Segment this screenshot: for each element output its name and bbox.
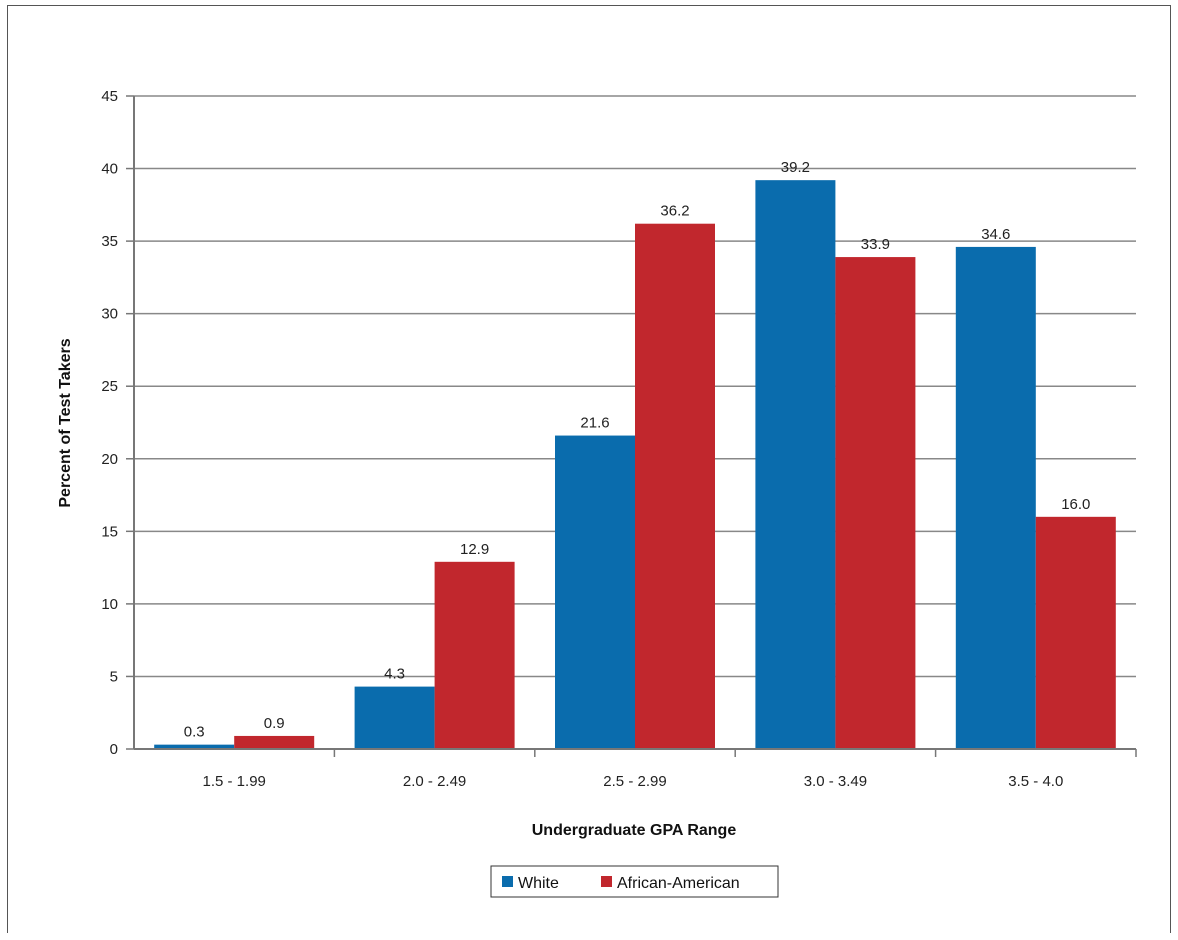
data-label: 16.0: [1061, 496, 1090, 513]
data-label: 39.2: [781, 159, 810, 176]
bar: [755, 180, 836, 750]
y-tick-label: 5: [110, 668, 118, 685]
x-axis-ticks: 1.5 - 1.99 2.0 - 2.49 2.5 - 2.99 3.0 - 3.49…: [203, 749, 1137, 790]
y-axis-ticks: 0 5 10 15 20 25 30 35 40 45: [101, 88, 118, 758]
bar: [635, 223, 715, 750]
x-tick-label: 3.0 - 3.49: [804, 773, 867, 790]
x-tick-label: 1.5 - 1.99: [203, 773, 266, 790]
y-tick-label: 30: [101, 306, 118, 323]
data-label: 36.2: [660, 203, 689, 220]
y-axis-title: Percent of Test Takers: [57, 338, 74, 507]
y-tick-label: 0: [110, 741, 118, 758]
data-label: 21.6: [580, 415, 609, 432]
x-axis-title: Undergraduate GPA Range: [532, 822, 737, 839]
data-labels: 0.3 0.9 4.3 12.9 21.6 36.2 39.2 33.9 34.6 16.0: [184, 159, 1091, 740]
y-tick-label: 10: [101, 596, 118, 613]
bar: [354, 686, 435, 749]
bar: [154, 744, 235, 749]
y-tick-label: 25: [101, 378, 118, 395]
bars: [154, 180, 1116, 750]
legend-swatch-white: [502, 876, 513, 887]
y-tick-label: 40: [101, 161, 118, 178]
bar: [835, 257, 916, 749]
legend-swatch-african-american: [601, 876, 612, 887]
bar: [234, 735, 315, 749]
bar: [434, 561, 515, 749]
bar: [1035, 516, 1116, 749]
legend-label-african-american: African-American: [617, 875, 740, 892]
data-label: 34.6: [981, 226, 1010, 243]
bar: [955, 246, 1036, 749]
bar: [555, 435, 635, 749]
legend: White African-American: [490, 865, 779, 898]
data-label: 33.9: [861, 236, 890, 253]
y-tick-label: 35: [101, 233, 118, 250]
data-label: 4.3: [384, 666, 405, 683]
y-tick-label: 20: [101, 451, 118, 468]
y-tick-label: 45: [101, 88, 118, 105]
legend-box: [490, 865, 779, 898]
data-label: 12.9: [460, 541, 489, 558]
y-tick-label: 15: [101, 523, 118, 540]
x-tick-label: 2.0 - 2.49: [403, 773, 466, 790]
legend-label-white: White: [518, 875, 559, 892]
x-tick-label: 3.5 - 4.0: [1008, 773, 1063, 790]
data-label: 0.3: [184, 724, 205, 741]
x-tick-label: 2.5 - 2.99: [603, 773, 666, 790]
data-label: 0.9: [264, 715, 285, 732]
